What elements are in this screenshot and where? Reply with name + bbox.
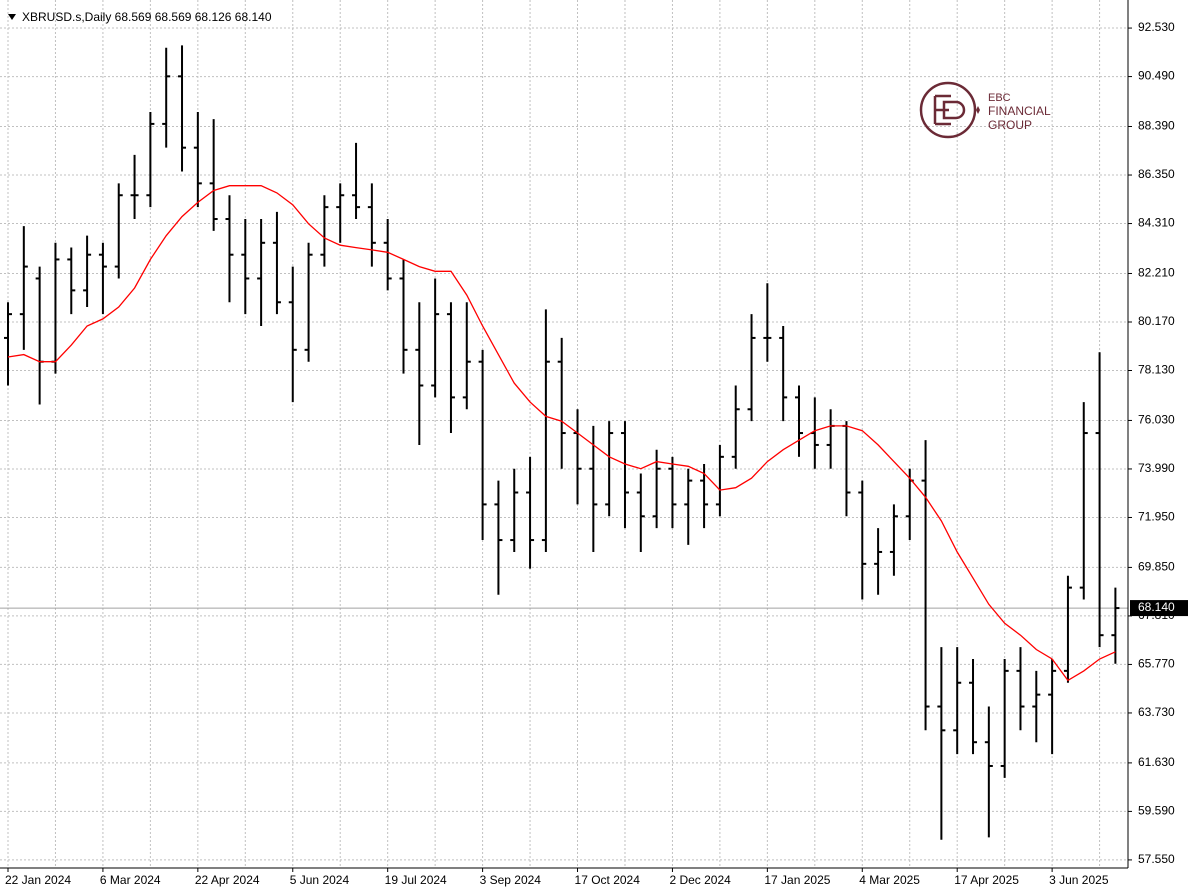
- logo-text: EBC: [988, 92, 1011, 104]
- x-tick-label: 6 Mar 2024: [100, 873, 161, 887]
- last-price-box: [1130, 600, 1188, 617]
- y-tick-label: 59.590: [1138, 804, 1175, 818]
- y-tick-label: 92.530: [1138, 20, 1175, 34]
- logo-glyph: [933, 94, 966, 126]
- logo: EBC FINANCIAL GROUP: [919, 81, 1051, 139]
- y-tick-label: 86.350: [1138, 167, 1175, 181]
- y-tick-label: 84.310: [1138, 216, 1175, 230]
- bars: [4, 45, 1120, 840]
- y-tick-label: 61.630: [1138, 755, 1175, 769]
- y-tick-label: 65.770: [1138, 657, 1175, 671]
- x-tick-label: 17 Apr 2025: [954, 873, 1019, 887]
- grid: [0, 0, 1128, 868]
- logo-text: FINANCIAL: [988, 104, 1051, 118]
- x-tick-label: 3 Sep 2024: [480, 873, 542, 887]
- x-tick-label: 4 Mar 2025: [859, 873, 920, 887]
- last-price-label: 68.140: [1138, 600, 1175, 614]
- y-tick-label: 69.850: [1138, 560, 1175, 574]
- x-tick-label: 19 Jul 2024: [385, 873, 447, 887]
- y-tick-label: 71.950: [1138, 510, 1175, 524]
- symbol-arrow: [8, 14, 16, 20]
- logo-text: GROUP: [988, 118, 1032, 132]
- y-tick-label: 76.030: [1138, 413, 1175, 427]
- y-tick-label: 90.490: [1138, 69, 1175, 83]
- x-tick-label: 22 Jan 2024: [5, 873, 71, 887]
- x-tick-label: 5 Jun 2024: [290, 873, 350, 887]
- y-tick-label: 63.730: [1138, 705, 1175, 719]
- y-tick-label: 57.550: [1138, 852, 1175, 866]
- logo-ring: [919, 81, 977, 139]
- y-tick-label: 82.210: [1138, 266, 1175, 280]
- logo-diamond: [976, 106, 980, 114]
- x-tick-label: 22 Apr 2024: [195, 873, 260, 887]
- y-tick-label: 80.170: [1138, 314, 1175, 328]
- y-tick-label: 73.990: [1138, 461, 1175, 475]
- y-tick-label: 88.390: [1138, 119, 1175, 133]
- x-tick-label: 17 Oct 2024: [575, 873, 641, 887]
- x-tick-label: 17 Jan 2025: [764, 873, 830, 887]
- y-tick-label: 78.130: [1138, 363, 1175, 377]
- moving-average: [7, 185, 1116, 682]
- x-tick-label: 2 Dec 2024: [669, 873, 731, 887]
- x-tick-label: 3 Jun 2025: [1049, 873, 1109, 887]
- chart-title: XBRUSD.s,Daily 68.569 68.569 68.126 68.1…: [22, 10, 272, 24]
